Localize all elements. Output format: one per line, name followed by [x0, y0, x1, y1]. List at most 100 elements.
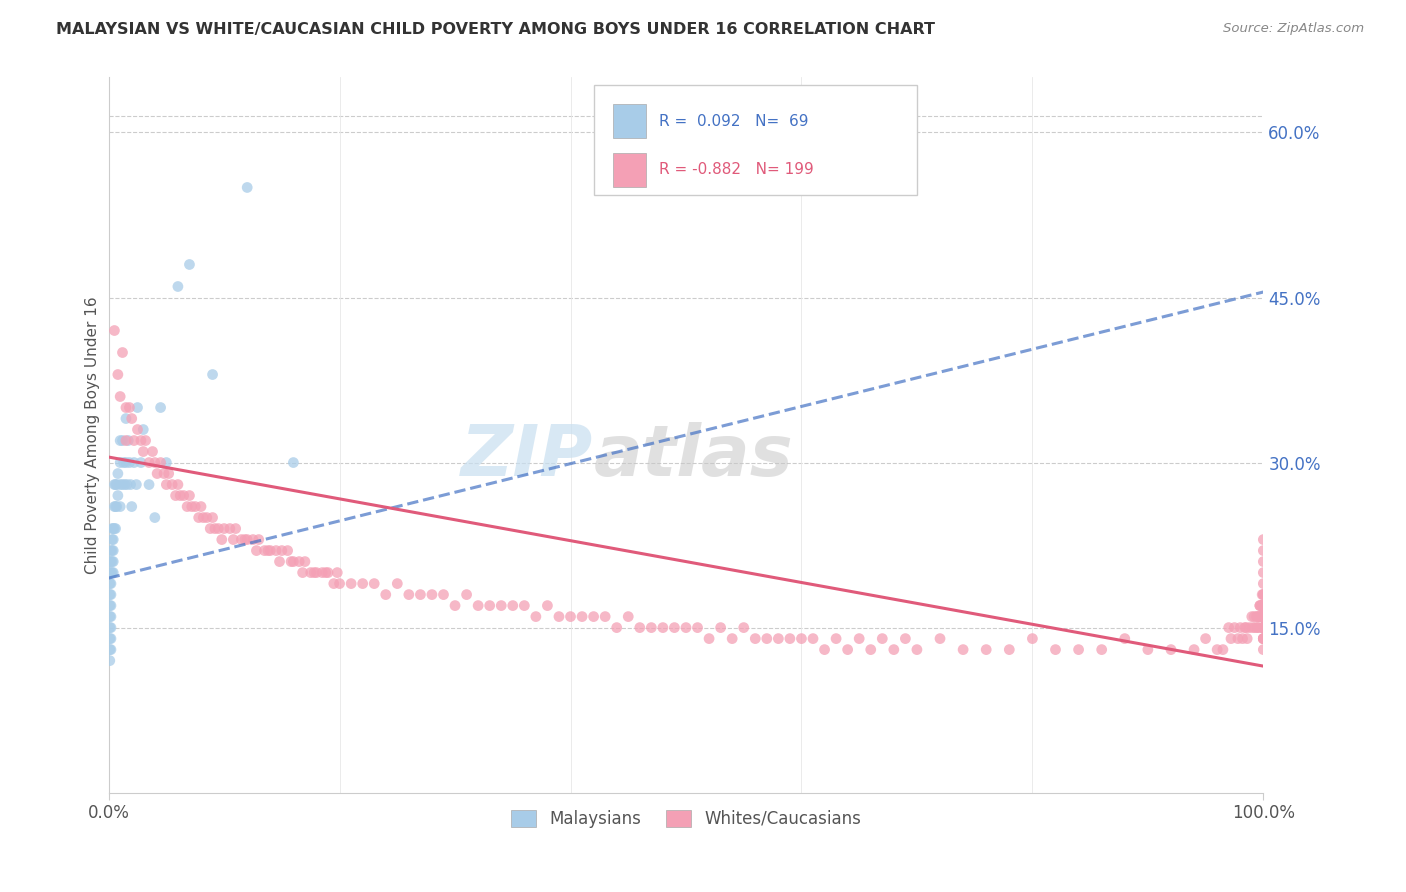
Point	[548, 609, 571, 624]
Point	[1226, 632, 1249, 646]
Point	[315, 566, 337, 580]
Point	[1253, 632, 1275, 646]
Point	[1067, 642, 1090, 657]
Point	[311, 566, 333, 580]
Point	[115, 434, 138, 448]
Point	[173, 489, 195, 503]
Point	[111, 477, 134, 491]
Point	[322, 576, 344, 591]
Point	[108, 456, 131, 470]
Text: R = -0.882   N= 199: R = -0.882 N= 199	[659, 162, 814, 178]
Point	[489, 599, 512, 613]
Point	[1206, 642, 1229, 657]
Point	[1253, 599, 1275, 613]
Point	[1251, 588, 1274, 602]
Point	[1253, 588, 1275, 602]
Point	[231, 533, 253, 547]
Point	[1253, 621, 1275, 635]
Point	[149, 401, 172, 415]
Point	[1253, 621, 1275, 635]
Point	[905, 642, 928, 657]
Point	[582, 609, 605, 624]
Point	[1253, 609, 1275, 624]
Point	[1253, 621, 1275, 635]
Point	[121, 500, 143, 514]
Point	[1253, 555, 1275, 569]
Point	[593, 609, 616, 624]
Point	[664, 621, 686, 635]
Point	[536, 599, 558, 613]
Point	[1243, 609, 1265, 624]
Point	[103, 543, 125, 558]
Point	[1247, 609, 1270, 624]
Point	[1251, 599, 1274, 613]
Point	[100, 566, 122, 580]
Point	[1249, 609, 1271, 624]
Point	[813, 642, 835, 657]
Point	[165, 489, 187, 503]
Point	[1253, 588, 1275, 602]
Point	[259, 543, 281, 558]
Point	[160, 477, 183, 491]
Point	[1234, 621, 1257, 635]
Point	[456, 588, 478, 602]
Point	[779, 632, 801, 646]
Point	[129, 456, 152, 470]
Point	[387, 576, 409, 591]
Point	[201, 510, 224, 524]
Point	[1253, 576, 1275, 591]
Point	[103, 522, 125, 536]
Point	[127, 423, 149, 437]
Point	[560, 609, 582, 624]
Point	[103, 555, 125, 569]
Point	[155, 477, 177, 491]
Point	[1194, 632, 1216, 646]
Point	[801, 632, 824, 646]
Point	[179, 258, 201, 272]
Point	[1246, 621, 1268, 635]
Point	[115, 411, 138, 425]
Point	[697, 632, 720, 646]
Point	[998, 642, 1021, 657]
Point	[467, 599, 489, 613]
Point	[432, 588, 454, 602]
Point	[100, 576, 122, 591]
Point	[409, 588, 432, 602]
Point	[1253, 609, 1275, 624]
Point	[153, 467, 176, 481]
Point	[245, 543, 267, 558]
Point	[288, 555, 311, 569]
Point	[169, 489, 191, 503]
Point	[952, 642, 974, 657]
Point	[1253, 621, 1275, 635]
Point	[100, 543, 122, 558]
Point	[1244, 621, 1267, 635]
Point	[242, 533, 264, 547]
Point	[101, 522, 124, 536]
Point	[398, 588, 420, 602]
Point	[1253, 621, 1275, 635]
Point	[236, 180, 259, 194]
Point	[675, 621, 697, 635]
Point	[1223, 621, 1246, 635]
Point	[222, 533, 245, 547]
Point	[103, 324, 125, 338]
Point	[1253, 642, 1275, 657]
Point	[1249, 599, 1271, 613]
Legend: Malaysians, Whites/Caucasians: Malaysians, Whites/Caucasians	[505, 803, 868, 834]
Point	[118, 456, 141, 470]
Point	[107, 489, 129, 503]
Point	[1250, 609, 1272, 624]
Point	[115, 477, 138, 491]
Point	[790, 632, 813, 646]
Point	[180, 500, 202, 514]
Point	[98, 555, 121, 569]
Point	[1253, 621, 1275, 635]
Point	[149, 456, 172, 470]
Point	[103, 500, 125, 514]
Point	[837, 642, 859, 657]
Point	[127, 401, 149, 415]
Point	[1220, 632, 1243, 646]
Point	[176, 500, 198, 514]
Point	[100, 555, 122, 569]
